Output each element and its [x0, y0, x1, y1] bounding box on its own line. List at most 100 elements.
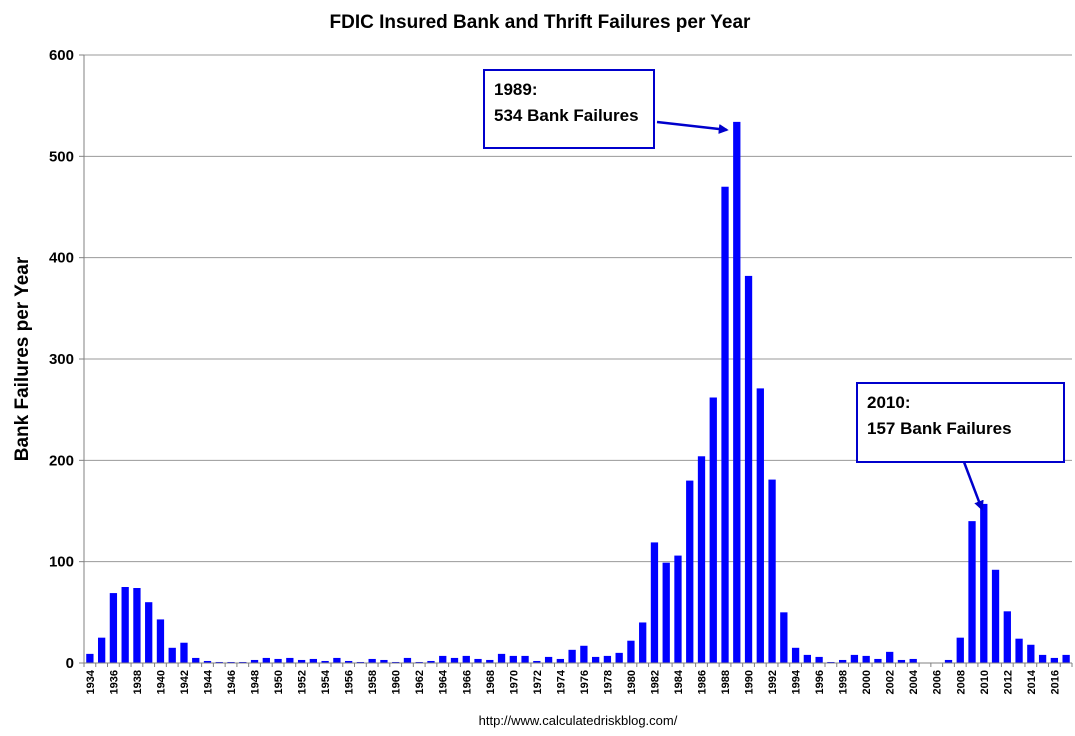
- bar-1977: [591, 656, 600, 663]
- gridlines: [84, 54, 1072, 563]
- bar-1961: [403, 657, 412, 663]
- x-tick-label: 1950: [273, 670, 285, 694]
- x-tick-label: 1974: [555, 669, 567, 694]
- bar-2002: [886, 651, 894, 663]
- x-tick-label: 2006: [932, 670, 944, 694]
- bar-1995: [803, 654, 812, 663]
- bar-2017: [1062, 654, 1070, 663]
- x-tick-label: 1966: [461, 670, 473, 694]
- bar-1950: [274, 658, 282, 663]
- bar-2012: [1003, 611, 1011, 663]
- bar-1971: [521, 655, 529, 663]
- bar-2009: [968, 521, 976, 663]
- bar-2010: [980, 503, 988, 663]
- bar-1998: [838, 659, 847, 663]
- annotations: 1989: 534 Bank Failures 2010: 157 Bank Fail…: [483, 69, 1065, 511]
- bar-1946: [227, 661, 235, 663]
- bar-1941: [168, 647, 176, 663]
- bar-2003: [897, 659, 906, 663]
- bar-1974: [556, 658, 565, 663]
- bar-1986: [697, 456, 706, 663]
- bar-1999: [850, 654, 859, 663]
- bar-1956: [344, 660, 353, 663]
- y-tick-label: 200: [49, 452, 74, 469]
- bar-1990: [744, 275, 753, 663]
- source-url: http://www.calculatedriskblog.com/: [479, 713, 678, 728]
- x-tick-label: 2012: [1002, 670, 1014, 694]
- x-tick-label: 1938: [132, 670, 144, 694]
- bar-1935: [97, 637, 106, 663]
- annotation-year: 1989:: [494, 80, 537, 99]
- annotation-box: [483, 69, 655, 149]
- bar-1938: [133, 588, 141, 663]
- bar-1940: [156, 619, 165, 663]
- bar-1996: [815, 656, 823, 663]
- chart-title: FDIC Insured Bank and Thrift Failures pe…: [330, 12, 752, 33]
- y-axis-ticks: 0 100 200 300 400 500 600: [49, 47, 84, 672]
- x-tick-label: 1988: [720, 670, 732, 694]
- x-tick-label: 1998: [838, 670, 850, 694]
- bar-1993: [780, 612, 788, 663]
- bar-1945: [215, 661, 223, 663]
- y-tick-label: 0: [66, 655, 74, 672]
- y-tick-label: 600: [49, 47, 74, 64]
- bar-2013: [1015, 638, 1023, 663]
- x-tick-label: 1986: [697, 670, 709, 694]
- bar-1957: [356, 661, 365, 663]
- annotation-count: 534 Bank Failures: [494, 106, 639, 125]
- bar-1987: [709, 397, 717, 663]
- x-tick-label: 1942: [179, 670, 191, 694]
- annotation-year: 2010:: [867, 393, 910, 412]
- bar-1949: [262, 657, 270, 663]
- x-tick-label: 1970: [508, 670, 520, 694]
- bar-1968: [486, 659, 494, 663]
- bar-2014: [1027, 644, 1035, 663]
- x-tick-label: 2004: [908, 669, 920, 694]
- bar-1959: [380, 659, 388, 663]
- bar-1951: [286, 657, 294, 663]
- bar-1962: [415, 661, 423, 663]
- x-tick-label: 1958: [367, 670, 379, 694]
- bar-2008: [956, 637, 964, 663]
- bar-1952: [297, 659, 306, 663]
- bar-1965: [450, 657, 459, 663]
- x-tick-label: 1964: [438, 669, 450, 694]
- annotation-arrow: [656, 120, 729, 134]
- x-tick-label: 2002: [885, 670, 897, 694]
- bar-1970: [509, 655, 517, 663]
- bar-1988: [721, 186, 729, 663]
- annotation-count: 157 Bank Failures: [867, 419, 1012, 438]
- x-tick-label: 1944: [203, 669, 215, 694]
- bar-1939: [145, 602, 153, 663]
- bar-1964: [439, 655, 447, 663]
- x-tick-label: 1960: [391, 670, 403, 694]
- bar-1948: [250, 659, 259, 663]
- bars: [86, 121, 1070, 663]
- bar-2011: [991, 569, 1000, 663]
- x-tick-label: 1948: [250, 670, 262, 694]
- x-tick-label: 1992: [767, 670, 779, 694]
- y-tick-label: 100: [49, 554, 74, 571]
- x-tick-label: 1954: [320, 669, 332, 694]
- bar-1979: [615, 652, 623, 663]
- annotation-arrow: [962, 461, 984, 511]
- bar-1943: [192, 657, 200, 663]
- bar-1958: [368, 658, 376, 663]
- x-tick-label: 2000: [861, 670, 873, 694]
- bar-1991: [756, 388, 764, 663]
- x-tick-label: 1980: [626, 670, 638, 694]
- x-tick-label: 1976: [579, 670, 591, 694]
- x-tick-label: 1962: [414, 670, 426, 694]
- x-tick-label: 2008: [955, 670, 967, 694]
- bar-1966: [462, 655, 470, 663]
- bar-1953: [309, 658, 318, 663]
- bar-1972: [533, 660, 541, 663]
- bar-1954: [321, 660, 329, 663]
- bar-1976: [580, 645, 588, 663]
- bar-1978: [603, 655, 612, 663]
- y-tick-label: 400: [49, 250, 74, 267]
- x-tick-label: 1978: [602, 670, 614, 694]
- x-tick-label: 1994: [791, 669, 803, 694]
- bar-2001: [874, 658, 882, 663]
